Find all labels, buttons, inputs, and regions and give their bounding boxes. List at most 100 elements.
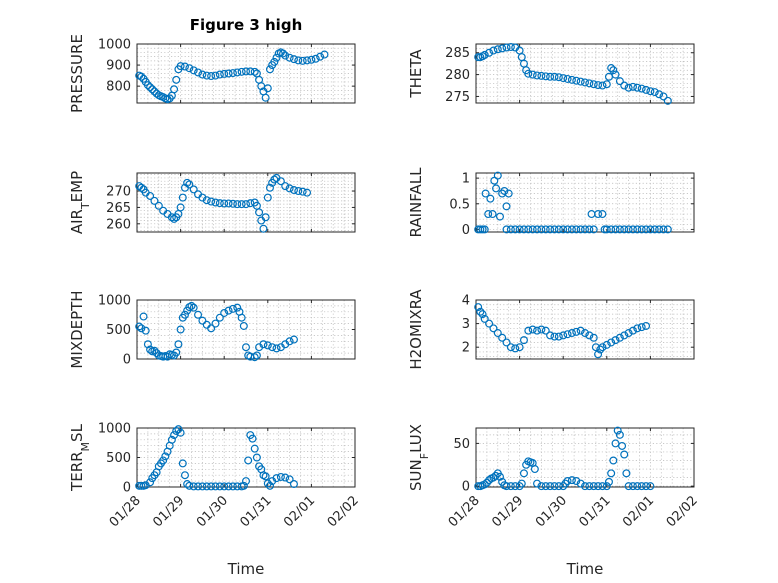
data-point	[602, 225, 611, 234]
data-point	[268, 343, 277, 352]
data-point	[261, 472, 270, 481]
data-point	[576, 479, 585, 488]
data-point	[609, 66, 618, 75]
data-point	[622, 469, 631, 478]
data-point	[276, 472, 285, 481]
data-point	[615, 77, 624, 86]
data-point	[298, 56, 307, 65]
data-point	[248, 434, 257, 443]
data-point	[511, 225, 520, 234]
data-point	[537, 482, 546, 491]
data-point	[624, 83, 633, 92]
data-point	[580, 78, 589, 87]
data-point	[589, 80, 598, 89]
chart-panel-theta: 275 280 285 THETA	[407, 43, 695, 105]
data-point	[207, 482, 216, 491]
data-point	[585, 331, 594, 340]
data-point	[148, 85, 157, 94]
data-point	[502, 202, 511, 211]
data-point	[628, 482, 637, 491]
data-point	[161, 452, 170, 461]
data-point	[237, 67, 246, 76]
data-point	[289, 186, 298, 195]
data-point	[215, 70, 224, 79]
data-point	[502, 225, 511, 234]
data-point	[561, 479, 570, 488]
data-point	[228, 482, 237, 491]
data-point	[596, 345, 605, 354]
data-point	[279, 49, 288, 58]
y-tick-label: 800	[106, 80, 131, 95]
y-tick-label: 260	[106, 217, 131, 232]
data-point	[276, 177, 285, 186]
data-point	[637, 225, 646, 234]
y-tick-label: 1000	[98, 422, 131, 437]
data-point	[609, 456, 618, 465]
y-axis-label: THETA	[407, 49, 425, 99]
y-axis-label: PRESSURE	[68, 34, 86, 113]
data-point	[537, 71, 546, 80]
data-point	[559, 331, 568, 340]
data-point	[480, 314, 489, 323]
data-point	[633, 83, 642, 92]
data-point	[259, 340, 268, 349]
data-point	[246, 199, 255, 208]
data-point	[659, 225, 668, 234]
data-point	[139, 312, 148, 321]
data-point	[180, 471, 189, 480]
data-point	[207, 197, 216, 206]
data-point	[298, 187, 307, 196]
data-point	[598, 210, 607, 219]
y-axis-label: H2OMIXRA	[407, 289, 425, 370]
data-point	[567, 476, 576, 485]
y-tick-label: 900	[106, 59, 131, 74]
data-point	[628, 82, 637, 91]
data-point	[215, 313, 224, 322]
y-tick-label: 0	[462, 480, 470, 495]
data-point	[239, 481, 248, 490]
data-point	[495, 472, 504, 481]
data-point	[137, 183, 146, 192]
data-point	[146, 191, 155, 200]
data-point	[493, 329, 502, 338]
data-point	[189, 66, 198, 75]
data-point	[533, 326, 542, 335]
data-point	[567, 225, 576, 234]
data-point	[220, 69, 229, 78]
data-point	[541, 326, 550, 335]
data-point	[170, 214, 179, 223]
data-point	[311, 54, 320, 63]
data-point	[233, 303, 242, 312]
data-point	[613, 426, 622, 435]
data-point	[541, 482, 550, 491]
data-point	[506, 43, 515, 52]
data-point	[265, 481, 274, 490]
y-tick-label: 4	[462, 294, 470, 309]
data-point	[493, 45, 502, 54]
data-point	[285, 337, 294, 346]
data-point	[633, 225, 642, 234]
data-point	[481, 189, 490, 198]
data-point	[237, 313, 246, 322]
data-point	[261, 93, 270, 102]
data-point	[646, 225, 655, 234]
y-axis-label: TERRMSL	[68, 423, 92, 492]
data-point	[576, 225, 585, 234]
data-point	[628, 326, 637, 335]
data-point	[559, 74, 568, 83]
data-point	[646, 87, 655, 96]
data-point	[185, 180, 194, 189]
y-axis-label: AIRTEMP	[68, 171, 92, 234]
y-tick-label: 3	[462, 317, 470, 332]
y-tick-label: 0	[123, 481, 131, 496]
data-point	[176, 62, 185, 71]
data-point	[524, 326, 533, 335]
data-point	[546, 72, 555, 81]
x-axis-label: Time	[566, 560, 604, 578]
data-point	[611, 336, 620, 345]
data-point	[250, 67, 259, 76]
data-point	[189, 303, 198, 312]
x-tick-label: 01/30	[533, 493, 570, 530]
axes-frame	[475, 299, 695, 360]
